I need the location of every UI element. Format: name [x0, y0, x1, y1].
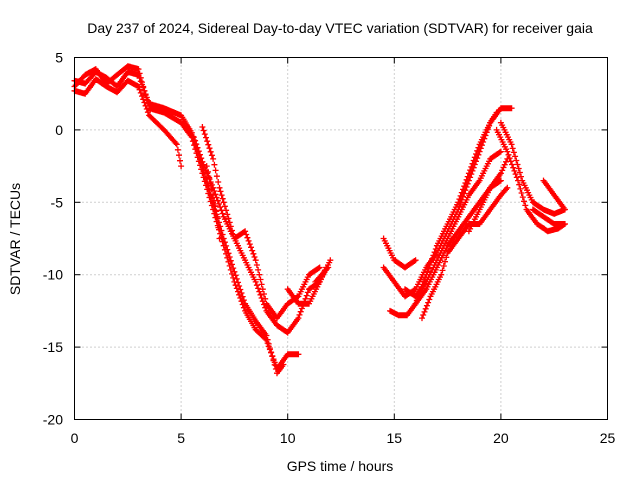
data-layer	[71, 63, 568, 377]
series-track-18	[529, 206, 568, 227]
x-tick-label: 10	[280, 430, 296, 446]
series-track-4	[190, 134, 323, 322]
y-tick-label: -20	[43, 412, 63, 428]
point-markers	[540, 177, 568, 213]
x-tick-label: 0	[71, 430, 79, 446]
x-tick-label: 5	[177, 430, 185, 446]
axis-ticks	[74, 57, 608, 420]
series-track-15	[497, 119, 568, 217]
point-markers	[402, 148, 504, 300]
y-tick-label: -5	[51, 194, 64, 210]
y-axis-label: SDTVAR / TECUs	[7, 183, 23, 295]
series-track-10	[387, 109, 500, 319]
point-markers	[380, 235, 419, 271]
point-markers	[465, 155, 511, 235]
x-tick-label: 15	[387, 430, 403, 446]
point-markers	[190, 134, 323, 322]
chart-title: Day 237 of 2024, Sidereal Day-to-day VTE…	[87, 20, 593, 36]
y-tick-label: 0	[55, 122, 63, 138]
y-tick-label: 5	[55, 50, 63, 66]
plot-frame	[74, 57, 608, 420]
point-markers	[387, 109, 500, 319]
series-track-11	[402, 148, 504, 300]
y-tick-label: -15	[43, 339, 63, 355]
point-markers	[312, 264, 332, 285]
series-track-6	[203, 163, 223, 242]
x-axis-label: GPS time / hours	[287, 458, 394, 474]
series-track-17	[540, 177, 568, 213]
series-track-14	[465, 155, 511, 235]
point-markers	[199, 124, 330, 336]
tick-labels: 0 5 10 15 20 25 5 0 -5 -10 -15 -20	[43, 50, 616, 447]
x-tick-label: 20	[493, 430, 509, 446]
point-markers	[529, 206, 568, 227]
point-markers	[497, 119, 568, 217]
x-tick-label: 25	[600, 430, 616, 446]
series-track-8	[380, 235, 419, 271]
series-track-5	[199, 124, 330, 336]
y-tick-label: -10	[43, 267, 63, 283]
series-track-16	[493, 126, 568, 235]
point-markers	[203, 163, 223, 242]
point-markers	[493, 126, 568, 235]
series-track-19	[312, 264, 332, 285]
